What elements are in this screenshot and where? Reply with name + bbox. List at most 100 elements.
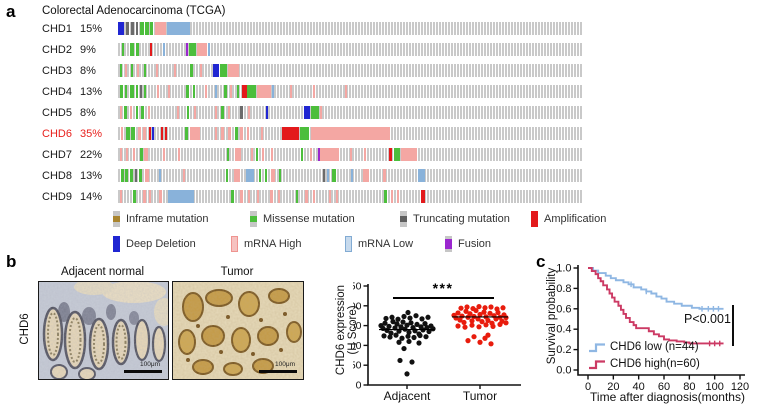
alteration-mrna_high	[119, 106, 122, 119]
y-tick-label: 1.0	[556, 263, 571, 275]
alteration-missense	[235, 127, 239, 140]
alteration-mrna_low	[167, 22, 191, 35]
alteration-mrna_high	[196, 43, 208, 56]
legend-item-truncating: Truncating mutation	[400, 210, 510, 227]
alteration-mrna_high	[247, 190, 251, 203]
data-point	[404, 322, 410, 328]
alteration-missense	[143, 85, 147, 98]
alteration-truncating	[240, 106, 243, 119]
alteration-mrna_high	[156, 64, 159, 77]
alteration-mrna_high	[256, 85, 271, 98]
x-tick-label: 80	[683, 381, 695, 393]
data-point	[497, 321, 503, 328]
data-point	[470, 305, 476, 312]
x-tick-label: 40	[633, 381, 645, 393]
oncoprint-track	[118, 148, 582, 161]
oncoprint-row-chd9: CHD9 14%	[42, 190, 582, 203]
y-tick-label: 50	[353, 360, 362, 372]
alteration-mrna_high	[383, 169, 386, 182]
gene-label: CHD1	[42, 22, 72, 35]
panel-b-label: b	[6, 252, 17, 271]
data-point	[488, 341, 494, 347]
alteration-truncating	[139, 85, 142, 98]
gene-label: CHD6	[42, 127, 72, 140]
y-tick-label: 0.6	[556, 303, 571, 315]
y-tick-label: 0.8	[556, 283, 571, 295]
alteration-mrna_high	[277, 190, 280, 203]
alteration-mrna_high	[350, 148, 352, 161]
alteration-missense	[130, 43, 135, 56]
ihc-gene-label: CHD6	[19, 313, 31, 345]
alteration-missense	[296, 190, 299, 203]
alteration-mrna_high	[328, 190, 331, 203]
panel-c-label: c	[536, 252, 546, 271]
alteration-mrna_high	[363, 148, 366, 161]
data-point	[397, 357, 403, 364]
data-point	[476, 324, 482, 330]
legend-label: Deep Deletion	[126, 237, 196, 250]
alteration-truncating	[134, 169, 138, 182]
alteration-mrna_high	[228, 127, 231, 140]
data-point	[399, 335, 405, 341]
data-point	[463, 308, 469, 314]
km-legend-high-label: CHD6 high(n=60)	[610, 358, 700, 370]
oncoprint-track	[118, 22, 582, 35]
alteration-missense	[393, 148, 401, 161]
data-point	[389, 314, 395, 320]
alteration-missense	[130, 169, 133, 182]
data-point	[493, 316, 499, 322]
alteration-mrna_high	[143, 127, 146, 140]
alteration-mrna_high	[132, 148, 135, 161]
alteration-mrna_high	[235, 148, 242, 161]
alteration-truncating	[135, 22, 139, 35]
ihc-tumor-art	[173, 282, 303, 379]
alteration-percent: 15%	[80, 22, 103, 35]
legend-item-missense: Missense mutation	[250, 210, 355, 227]
alteration-mrna_high	[289, 85, 292, 98]
survival-curve	[588, 267, 724, 345]
data-point	[400, 319, 406, 325]
data-point	[503, 315, 509, 321]
alteration-mrna_high	[228, 106, 231, 119]
alteration-amplification	[160, 127, 163, 140]
alteration-mrna_high	[120, 190, 123, 203]
alteration-mrna_high	[362, 169, 370, 182]
alteration-missense	[186, 106, 189, 119]
alteration-amplification	[149, 43, 152, 56]
data-point	[419, 316, 425, 322]
alteration-percent: 14%	[80, 190, 103, 203]
x-tick-label: 60	[658, 381, 670, 393]
alteration-amplification	[389, 148, 393, 161]
alteration-missense	[119, 64, 123, 77]
alteration-amplification	[241, 85, 247, 98]
alteration-deep_deletion	[265, 106, 268, 119]
alteration-missense	[188, 43, 196, 56]
alteration-mrna_high	[126, 148, 129, 161]
alteration-mrna_low	[350, 169, 354, 182]
oncoprint-row-chd6: CHD6 35%	[42, 127, 582, 140]
data-point	[464, 304, 470, 310]
data-point	[401, 345, 407, 352]
gene-label: CHD9	[42, 190, 72, 203]
alteration-truncating	[323, 169, 326, 182]
gene-label: CHD4	[42, 85, 72, 98]
alteration-mrna_high	[130, 106, 133, 119]
ihc-left-title: Adjacent normal	[60, 266, 145, 278]
alteration-mrna_high	[177, 106, 180, 119]
oncoprint-row-chd1: CHD1 15%	[42, 22, 582, 35]
alteration-missense	[130, 64, 134, 77]
alteration-missense	[224, 85, 227, 98]
alteration-mrna_high	[137, 64, 140, 77]
alteration-mrna_high	[159, 190, 162, 203]
y-tick-label: 0	[356, 380, 362, 392]
gene-label: CHD3	[42, 64, 72, 77]
legend-label: Amplification	[544, 212, 607, 225]
alteration-missense	[125, 169, 129, 182]
data-point	[490, 323, 496, 329]
alteration-mrna_high	[390, 190, 393, 203]
alteration-missense	[221, 106, 224, 119]
data-point	[459, 313, 465, 319]
scale-bar-right	[259, 370, 297, 373]
km-pvalue: P<0.001	[684, 312, 731, 326]
